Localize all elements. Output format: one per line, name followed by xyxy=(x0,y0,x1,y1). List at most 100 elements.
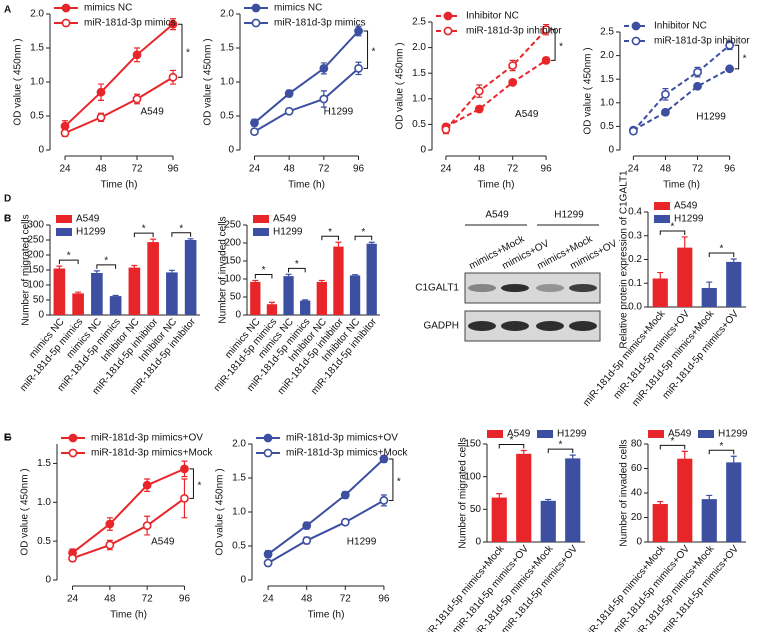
y-axis-label: OD value ( 450nm ) xyxy=(20,468,31,555)
marker xyxy=(132,50,142,60)
x-axis-label: Time (h) xyxy=(663,180,700,191)
x-tick-label: 96 xyxy=(179,594,191,605)
significance-bracket xyxy=(354,235,373,241)
y-axis-label: OD value ( 450nm ) xyxy=(395,42,406,129)
y-tick-label: 0 xyxy=(38,310,44,321)
panel-letter: D xyxy=(4,194,11,205)
annotation: A549 xyxy=(140,107,164,118)
legend-label: miR-181d-3p mimics+OV xyxy=(91,433,203,444)
series-line xyxy=(267,499,385,564)
legend-swatch xyxy=(537,430,553,438)
bar xyxy=(652,278,668,307)
legend-marker xyxy=(61,3,71,13)
marker xyxy=(250,127,259,137)
x-tick-label: 96 xyxy=(167,164,179,175)
error-bar xyxy=(112,294,119,297)
y-axis-label: Number of invaded cells xyxy=(619,439,630,546)
marker xyxy=(508,61,518,70)
significance-label: * xyxy=(142,224,146,235)
y-tick-label: 0 xyxy=(38,145,44,156)
legend-label: H1299 xyxy=(76,227,106,238)
x-tick-label: 24 xyxy=(67,594,79,605)
legend-label: mimics NC xyxy=(84,3,132,14)
bar xyxy=(91,273,103,315)
error-bar xyxy=(131,264,138,268)
significance-label: * xyxy=(671,222,675,233)
bar xyxy=(53,268,66,315)
y-tick-label: 200 xyxy=(224,238,241,249)
series-line xyxy=(64,76,174,134)
legend-label: miR-181d-3p inhibitor xyxy=(654,36,750,47)
significance-label: * xyxy=(671,436,675,447)
significance-bracket xyxy=(58,259,79,265)
x-tick-label: 24 xyxy=(263,594,275,605)
error-bar xyxy=(318,279,325,282)
bar xyxy=(701,499,717,542)
marker xyxy=(541,56,551,65)
marker xyxy=(319,64,329,73)
marker xyxy=(263,558,273,568)
legend-swatch xyxy=(56,228,72,236)
y-tick-label: 0.4 xyxy=(628,207,642,218)
marker xyxy=(474,104,484,114)
marker xyxy=(441,125,451,134)
error-bar xyxy=(150,238,157,243)
x-tick-label: 72 xyxy=(692,164,704,175)
y-tick-label: 60 xyxy=(631,463,643,474)
bar xyxy=(184,240,197,315)
x-tick-label: 48 xyxy=(284,164,296,175)
y-tick-label: 20 xyxy=(631,512,643,523)
bar xyxy=(677,458,693,542)
error-bar xyxy=(302,299,309,301)
x-tick-label: 72 xyxy=(340,594,352,605)
bar xyxy=(565,458,581,542)
bar xyxy=(166,272,178,315)
significance-label: * xyxy=(186,47,190,58)
error-bar xyxy=(285,273,292,277)
y-tick-label: 300 xyxy=(27,220,44,231)
y-tick-label: 50 xyxy=(33,295,45,306)
significance-label: * xyxy=(720,441,724,452)
y-axis-label: Number of invaded cells xyxy=(218,216,229,323)
significance-label: * xyxy=(559,440,563,451)
significance-label: * xyxy=(559,42,563,53)
y-tick-label: 2.0 xyxy=(412,42,426,53)
marker xyxy=(725,40,735,50)
row-label: C1GALT1 xyxy=(415,283,459,294)
y-tick-label: 0.5 xyxy=(412,119,426,130)
y-tick-label: 40 xyxy=(631,488,643,499)
error-bar xyxy=(681,236,688,248)
marker xyxy=(354,26,363,36)
legend-label: miR-181d-3p mimics xyxy=(84,18,176,29)
bar xyxy=(701,288,717,307)
legend-swatch xyxy=(648,430,664,438)
error-bar xyxy=(368,241,375,244)
y-tick-label: 80 xyxy=(631,439,643,450)
x-tick-label: 96 xyxy=(541,164,553,175)
significance-label: * xyxy=(67,251,71,262)
error-bar xyxy=(168,269,175,273)
legend-label: miR-181d-3p mimics xyxy=(274,18,366,29)
bar xyxy=(726,261,742,307)
significance-bracket xyxy=(321,235,339,241)
blot-band xyxy=(468,284,496,292)
marker xyxy=(105,540,115,550)
marker xyxy=(284,89,294,98)
y-tick-label: 0 xyxy=(240,575,246,586)
bar xyxy=(128,267,141,315)
y-axis-label: OD value ( 450nm ) xyxy=(583,47,594,134)
error-bar xyxy=(730,258,737,262)
y-axis-label: OD value ( 450nm ) xyxy=(13,38,24,125)
x-tick-label: 48 xyxy=(104,594,116,605)
significance-bracket xyxy=(133,232,154,238)
y-tick-label: 2.0 xyxy=(232,439,246,450)
significance-label: * xyxy=(104,256,108,267)
x-tick-label: 96 xyxy=(378,594,390,605)
bar xyxy=(250,281,261,315)
legend-marker xyxy=(263,448,273,458)
marker xyxy=(180,464,189,474)
y-tick-label: 1.5 xyxy=(232,473,246,484)
legend-label: A549 xyxy=(674,201,698,212)
